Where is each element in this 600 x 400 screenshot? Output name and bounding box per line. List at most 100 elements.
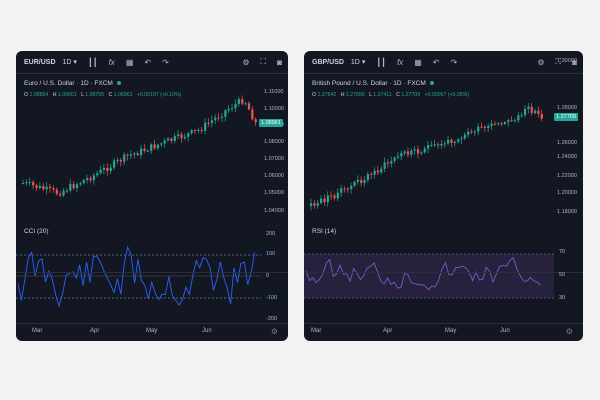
candle-body	[363, 180, 366, 184]
price-tick-label: 1.07000	[264, 156, 284, 162]
indicator-label[interactable]: RSI (14)	[312, 228, 337, 235]
candle-body	[254, 119, 257, 123]
candle-body	[416, 149, 420, 154]
fullscreen-icon[interactable]: ⛶	[260, 57, 267, 66]
undo-icon[interactable]: ↶	[144, 57, 152, 67]
candle-body	[75, 184, 79, 189]
chevron-down-icon: ▾	[361, 59, 366, 66]
candle-body	[102, 168, 106, 170]
candle-body	[420, 152, 423, 154]
candle-body	[510, 120, 513, 122]
indicator-label[interactable]: CCI (20)	[24, 228, 49, 235]
eurusd-chart-panel: EUR/USD 1D ▾ ┃┃ fx ▦ ↶ ↷ ⚙ ⛶ ◙ Euro / U.…	[16, 51, 288, 341]
price-tick-label: 1.26000	[557, 140, 577, 146]
ohlc-readout: O 1.27642 H 1.27656 L 1.27411 C 1.27709 …	[312, 92, 469, 98]
layout-grid-icon[interactable]: ▦	[125, 57, 134, 67]
eurusd-plot	[16, 95, 261, 308]
price-tick-label: 1.28000	[557, 105, 577, 111]
candle-body	[320, 198, 323, 204]
candle-body	[113, 160, 116, 168]
candle-body	[146, 150, 149, 152]
last-price-tag: 1.08961	[259, 119, 283, 127]
candle-body	[126, 154, 129, 156]
candle-body	[326, 195, 329, 203]
candle-body	[116, 159, 119, 161]
candle-body	[413, 149, 416, 151]
candle-body	[333, 195, 336, 199]
candle-body	[406, 151, 410, 155]
candle-body	[517, 115, 520, 121]
fx-indicators-icon[interactable]: fx	[396, 57, 404, 67]
candle-body	[313, 203, 316, 206]
candle-body	[133, 153, 136, 155]
candle-body	[153, 144, 156, 149]
candle-body	[376, 170, 380, 173]
candle-body	[177, 134, 180, 137]
candle-body	[52, 188, 55, 190]
candle-body	[460, 138, 463, 140]
price-tick-label: 1.08000	[264, 139, 284, 145]
candle-chart-icon[interactable]: ┃┃	[87, 57, 98, 67]
candle-body	[166, 138, 170, 141]
interval-button[interactable]: 1D ▾	[350, 58, 366, 67]
candle-body	[55, 189, 58, 194]
candle-body	[207, 122, 210, 124]
candle-body	[143, 148, 146, 151]
candle-body	[109, 167, 112, 171]
candle-body	[25, 182, 28, 184]
candle-body	[533, 110, 537, 114]
chart-title: Euro / U.S. Dollar · 1D · FXCM	[24, 80, 121, 87]
interval-button[interactable]: 1D ▾	[62, 58, 77, 67]
camera-icon[interactable]: ◙	[572, 57, 577, 67]
candle-body	[59, 193, 62, 196]
undo-icon[interactable]: ↶	[432, 57, 440, 67]
candle-body	[170, 138, 173, 141]
gear-icon[interactable]: ⚙	[565, 327, 573, 336]
time-tick-label: Apr	[383, 328, 393, 334]
gear-icon[interactable]: ⚙	[270, 327, 278, 336]
candle-body	[251, 109, 254, 120]
price-tick-label: 1.22000	[557, 173, 577, 179]
symbol-button[interactable]: EUR/USD	[24, 58, 56, 66]
candle-body	[96, 173, 99, 176]
candle-body	[440, 143, 443, 146]
indicator-tick-label: -100	[266, 295, 278, 301]
candle-body	[217, 117, 220, 119]
candle-body	[35, 185, 38, 188]
camera-icon[interactable]: ◙	[277, 57, 282, 67]
candle-body	[390, 161, 393, 164]
fullscreen-icon[interactable]: ⛶	[555, 57, 562, 66]
time-tick-label: Apr	[90, 328, 100, 334]
candle-body	[193, 130, 197, 132]
candle-body	[200, 129, 203, 131]
layout-grid-icon[interactable]: ▦	[414, 57, 422, 67]
settings-icon[interactable]: ⚙	[537, 57, 545, 67]
candle-body	[119, 159, 122, 162]
candle-body	[403, 151, 406, 154]
candle-body	[500, 123, 503, 125]
candle-body	[433, 144, 436, 146]
chart-toolbar: EUR/USD 1D ▾ ┃┃ fx ▦ ↶ ↷ ⚙ ⛶ ◙	[16, 51, 288, 74]
candle-body	[156, 144, 160, 149]
chart-toolbar: GBP/USD 1D ▾ ┃┃ fx ▦ ↶ ↷ ⚙ ⛶ ◙	[304, 51, 583, 74]
candle-body	[92, 175, 95, 181]
fx-indicators-icon[interactable]: fx	[108, 57, 115, 67]
candle-body	[160, 143, 163, 145]
symbol-button[interactable]: GBP/USD	[312, 58, 344, 66]
candle-body	[396, 156, 400, 158]
candle-body	[99, 169, 102, 174]
candle-body	[540, 113, 543, 119]
time-tick-label: Jun	[500, 328, 510, 334]
candle-body	[86, 178, 89, 181]
candle-body	[220, 116, 224, 118]
candle-body	[400, 153, 403, 157]
candle-body	[350, 185, 353, 190]
candle-body	[237, 99, 240, 104]
price-tick-label: 1.11000	[264, 89, 284, 95]
candle-body	[477, 126, 480, 132]
redo-icon[interactable]: ↷	[162, 57, 169, 67]
settings-icon[interactable]: ⚙	[242, 57, 250, 67]
candle-chart-icon[interactable]: ┃┃	[376, 57, 386, 67]
redo-icon[interactable]: ↷	[450, 57, 458, 67]
candle-body	[150, 144, 153, 151]
